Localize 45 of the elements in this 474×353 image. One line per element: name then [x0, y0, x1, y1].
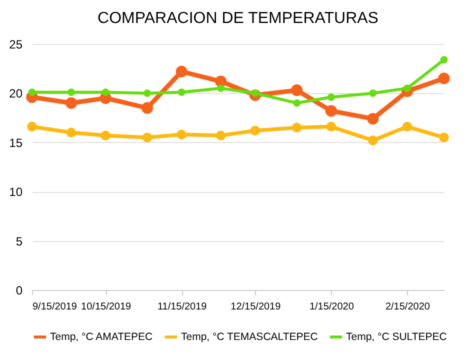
- y-tick-label: 5: [16, 234, 23, 248]
- point: [291, 84, 303, 96]
- x-tick-label: 2/15/2020: [385, 302, 430, 312]
- point: [176, 66, 188, 78]
- point: [250, 126, 260, 136]
- point: [144, 90, 151, 97]
- point: [326, 122, 336, 132]
- point: [440, 56, 448, 64]
- point: [217, 84, 225, 92]
- point: [325, 105, 337, 117]
- point: [102, 88, 110, 96]
- x-tick-label: 10/15/2019: [81, 302, 132, 312]
- point: [176, 130, 186, 140]
- point: [27, 122, 37, 132]
- x-tick-label: 11/15/2019: [157, 302, 208, 312]
- y-tick-label: 20: [9, 86, 23, 101]
- y-tick-label: 25: [9, 38, 23, 52]
- y-tick-label: 15: [9, 136, 23, 150]
- legend-label: Temp, °C SULTEPEC: [346, 331, 448, 343]
- point: [439, 132, 449, 142]
- x-tick-label: 12/15/2019: [230, 302, 282, 312]
- point: [438, 72, 450, 84]
- point: [293, 99, 301, 107]
- legend-label: Temp, °C TEMASCALTEPEC: [181, 331, 318, 343]
- legend-label: Temp, °C AMATEPEC: [50, 331, 154, 343]
- point: [68, 88, 75, 96]
- point: [292, 122, 302, 133]
- point: [66, 128, 76, 138]
- point: [142, 132, 152, 142]
- point: [402, 122, 412, 132]
- point: [369, 90, 377, 97]
- point: [327, 93, 335, 101]
- point: [367, 112, 379, 125]
- point: [65, 97, 78, 109]
- point: [178, 88, 186, 96]
- x-tick-label: 9/15/2019: [32, 302, 78, 312]
- y-tick-label: 10: [9, 185, 23, 200]
- point: [100, 130, 110, 140]
- point: [368, 136, 378, 146]
- point: [28, 88, 36, 96]
- y-tick-label: 0: [16, 284, 23, 298]
- x-tick-label: 1/15/2020: [309, 302, 354, 312]
- point: [141, 102, 154, 114]
- chart-title: COMPARACION DE TEMPERATURAS: [98, 10, 378, 27]
- point: [216, 130, 226, 140]
